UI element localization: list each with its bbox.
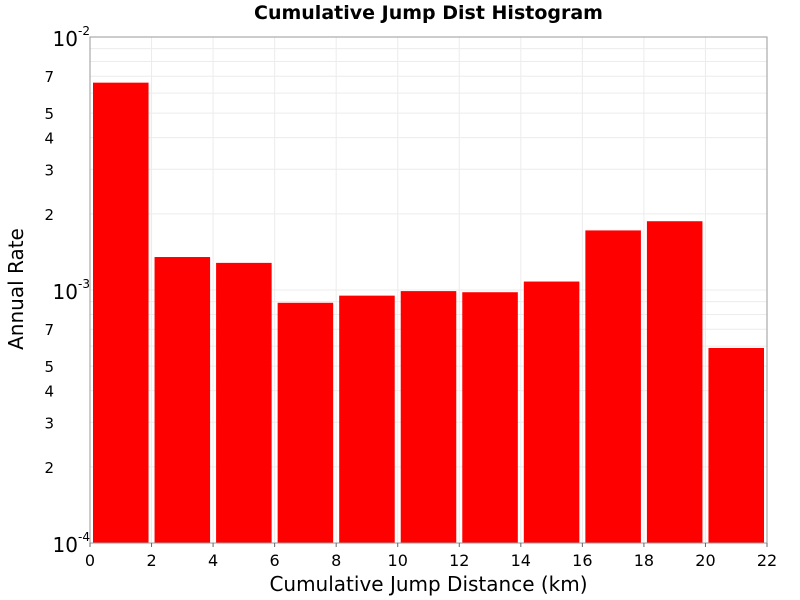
histogram-bar (462, 292, 518, 543)
histogram-bar (277, 302, 334, 543)
y-tick-exponent: -3 (78, 277, 90, 291)
y-tick-label-minor: 5 (44, 105, 54, 123)
x-tick-label: 0 (85, 551, 95, 570)
y-tick-label-minor: 4 (44, 383, 54, 401)
y-tick-label-major: 10 (53, 27, 78, 51)
x-tick-label: 22 (757, 551, 777, 570)
y-tick-exponent: -4 (78, 530, 90, 544)
x-axis-label: Cumulative Jump Distance (km) (269, 572, 588, 596)
histogram-bar (400, 291, 457, 543)
y-tick-label-minor: 5 (44, 358, 54, 376)
histogram-bar (154, 257, 211, 543)
y-tick-label-minor: 2 (44, 206, 54, 224)
histogram-bar (585, 230, 641, 543)
histogram-bar (646, 221, 703, 544)
y-tick-label-major: 10 (53, 280, 78, 304)
x-tick-label: 20 (695, 551, 715, 570)
x-tick-label: 12 (449, 551, 469, 570)
chart-title: Cumulative Jump Dist Histogram (254, 2, 603, 24)
y-tick-label-major: 10 (53, 533, 78, 557)
histogram-bar (708, 347, 764, 543)
y-tick-label-minor: 7 (44, 321, 54, 339)
x-tick-label: 16 (572, 551, 592, 570)
x-tick-label: 2 (146, 551, 156, 570)
x-tick-label: 18 (634, 551, 654, 570)
x-tick-label: 6 (270, 551, 280, 570)
x-tick-label: 10 (388, 551, 408, 570)
histogram-bar (523, 281, 580, 543)
y-tick-label-minor: 4 (44, 130, 54, 148)
plot-frame (89, 36, 768, 544)
x-tick-label: 8 (331, 551, 341, 570)
histogram-bar (216, 262, 272, 543)
histogram-bar (339, 295, 395, 543)
bars-layer (93, 82, 764, 544)
y-tick-label-minor: 7 (44, 68, 54, 86)
histogram-bar (93, 82, 149, 543)
y-tick-label-minor: 2 (44, 459, 54, 477)
x-tick-label: 14 (511, 551, 531, 570)
y-tick-exponent: -2 (78, 24, 90, 38)
y-tick-label-minor: 3 (44, 414, 54, 432)
x-tick-label: 4 (208, 551, 218, 570)
y-tick-label-minor: 3 (44, 161, 54, 179)
